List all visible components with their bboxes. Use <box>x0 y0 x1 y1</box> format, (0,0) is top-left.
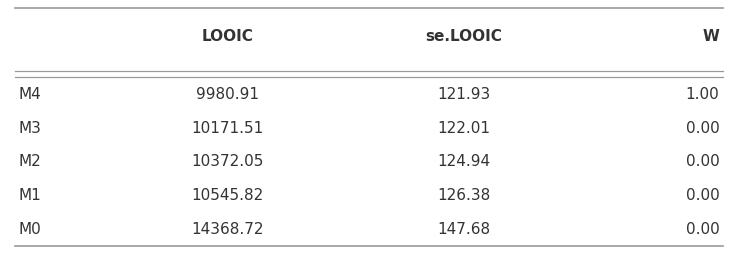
Text: 1.00: 1.00 <box>686 87 720 102</box>
Text: 147.68: 147.68 <box>437 222 490 237</box>
Text: M3: M3 <box>18 121 41 136</box>
Text: 122.01: 122.01 <box>437 121 490 136</box>
Text: M0: M0 <box>18 222 41 237</box>
Text: 126.38: 126.38 <box>437 188 490 203</box>
Text: M1: M1 <box>18 188 41 203</box>
Text: 0.00: 0.00 <box>686 188 720 203</box>
Text: 10372.05: 10372.05 <box>191 154 263 169</box>
Text: M2: M2 <box>18 154 41 169</box>
Text: 0.00: 0.00 <box>686 222 720 237</box>
Text: 124.94: 124.94 <box>437 154 490 169</box>
Text: 10545.82: 10545.82 <box>191 188 263 203</box>
Text: M4: M4 <box>18 87 41 102</box>
Text: LOOIC: LOOIC <box>201 29 253 44</box>
Text: 10171.51: 10171.51 <box>191 121 263 136</box>
Text: 0.00: 0.00 <box>686 154 720 169</box>
Text: 121.93: 121.93 <box>437 87 490 102</box>
Text: se.LOOIC: se.LOOIC <box>425 29 502 44</box>
Text: 9980.91: 9980.91 <box>196 87 259 102</box>
Text: W: W <box>703 29 720 44</box>
Text: 0.00: 0.00 <box>686 121 720 136</box>
Text: 14368.72: 14368.72 <box>191 222 263 237</box>
